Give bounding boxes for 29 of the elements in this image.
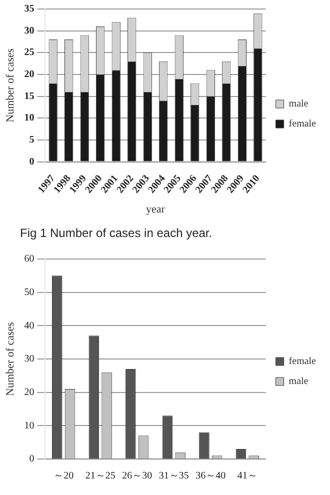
x-tick-label: 36～40 <box>196 470 226 482</box>
y-tick-label: 40 <box>24 320 34 332</box>
y-tick-label: 25 <box>24 47 34 58</box>
y-axis-title: Number of cases <box>4 322 16 396</box>
y-tick-label: 0 <box>29 156 34 168</box>
x-axis-title: year <box>146 203 166 216</box>
y-tick-label: 30 <box>24 25 34 36</box>
x-tick-label: 41～ <box>237 470 258 482</box>
x-tick-label: 31～35 <box>158 470 189 482</box>
y-axis-title: Number of cases <box>4 48 16 122</box>
y-tick-label: 10 <box>24 112 34 124</box>
y-tick-label: 35 <box>24 4 34 15</box>
x-tick-label: 21～25 <box>85 470 116 482</box>
y-tick-label: 30 <box>24 354 34 365</box>
y-tick-label: 5 <box>29 134 34 146</box>
y-tick-label: 20 <box>24 69 34 80</box>
x-tick-label: 26～30 <box>122 470 152 482</box>
legend-label: male <box>288 376 309 388</box>
caption: Fig 1 Number of cases in each year. <box>19 225 214 242</box>
y-tick-label: 60 <box>24 254 34 265</box>
x-tick-label: ～20 <box>54 470 74 482</box>
legend-label: female <box>288 118 317 130</box>
legend-label: female <box>288 356 317 368</box>
y-tick-label: 15 <box>24 90 34 102</box>
y-tick-label: 0 <box>29 454 34 465</box>
y-tick-label: 20 <box>24 386 34 398</box>
y-tick-label: 10 <box>24 420 34 432</box>
y-tick-label: 50 <box>24 286 34 298</box>
legend-label: male <box>288 98 309 110</box>
